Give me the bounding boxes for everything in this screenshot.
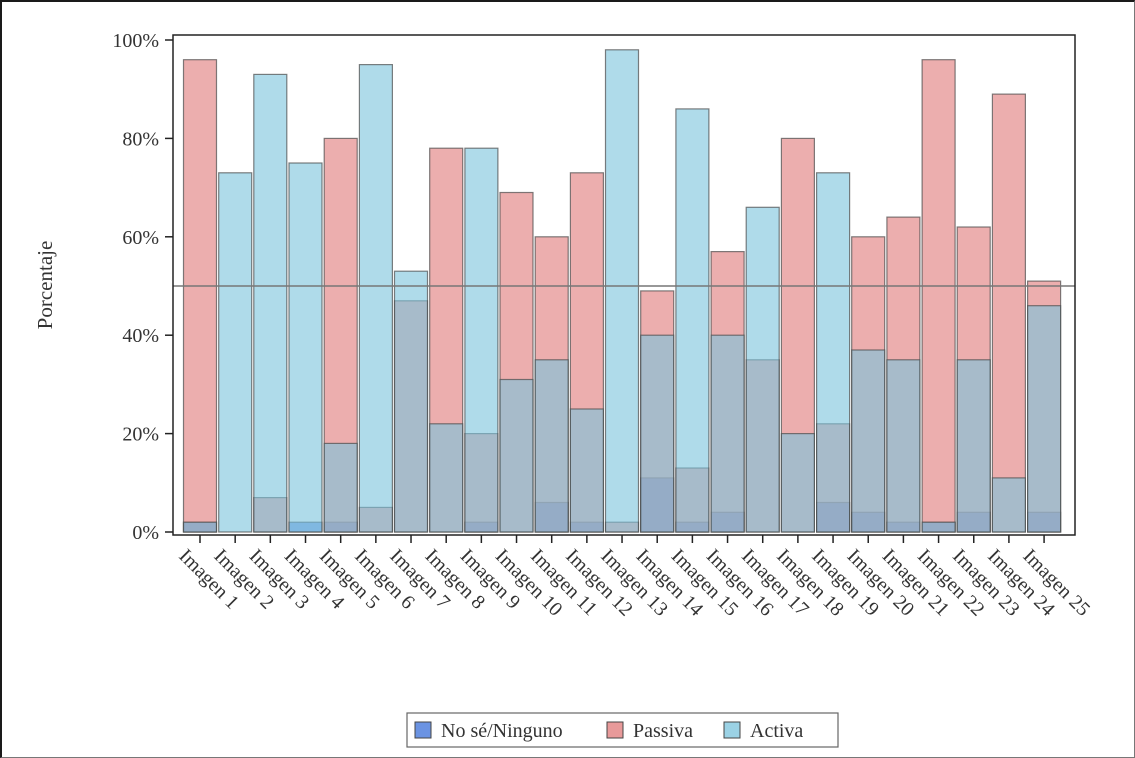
bar-3-14: [640, 334, 675, 533]
legend-swatch: [606, 721, 624, 739]
bar-3-23: [956, 359, 991, 533]
bar-3-24: [991, 477, 1027, 533]
bar-3-19: [815, 172, 851, 533]
bar-3-3: [253, 73, 288, 533]
bar-3-13: [604, 49, 640, 533]
y-tick-label: 80%: [122, 128, 159, 150]
bar-3-15: [675, 108, 710, 533]
bar-3-12: [569, 408, 605, 533]
legend-label: Passiva: [633, 720, 693, 742]
y-tick-label: 0%: [132, 522, 159, 544]
y-axis-title: Porcentaje: [33, 241, 57, 330]
bar-3-16: [710, 334, 745, 533]
bar-3-18: [780, 433, 816, 533]
bar-3-17: [745, 206, 780, 533]
bar-2-22: [921, 59, 956, 533]
legend-label: Activa: [750, 720, 803, 742]
y-tick-label: 60%: [122, 227, 159, 249]
plot-frame: [172, 34, 1076, 536]
legend-swatch: [414, 721, 432, 739]
bar-3-5: [323, 442, 358, 533]
bar-3-1: [182, 521, 218, 533]
y-axis: 0% 20% 40% 60% 80% 100%: [112, 30, 173, 544]
bar-2-1: [182, 59, 218, 533]
bar-3-2: [218, 172, 253, 533]
bar-3-25: [1026, 305, 1062, 533]
bars-group: [182, 49, 1062, 533]
bar-3-6: [358, 63, 393, 533]
bar-3-20: [851, 349, 886, 533]
y-tick-label: 40%: [122, 325, 159, 347]
y-tick-label: 20%: [122, 424, 159, 446]
bar-3-10: [499, 378, 534, 533]
bar-3-7: [393, 270, 429, 533]
legend-label: No sé/Ninguno: [441, 720, 563, 742]
y-tick-label: 100%: [112, 30, 159, 52]
bar-3-11: [534, 359, 569, 533]
bar-3-4: [288, 162, 323, 533]
bar-3-22: [921, 521, 956, 533]
bar-2-24: [991, 93, 1027, 533]
bar-3-21: [886, 359, 921, 533]
bar-3-8: [429, 423, 464, 533]
bar-3-9: [464, 147, 499, 533]
plot-border: [172, 34, 1076, 536]
legend: No sé/Ninguno Passiva Activa: [406, 712, 839, 748]
legend-swatch: [723, 721, 741, 739]
